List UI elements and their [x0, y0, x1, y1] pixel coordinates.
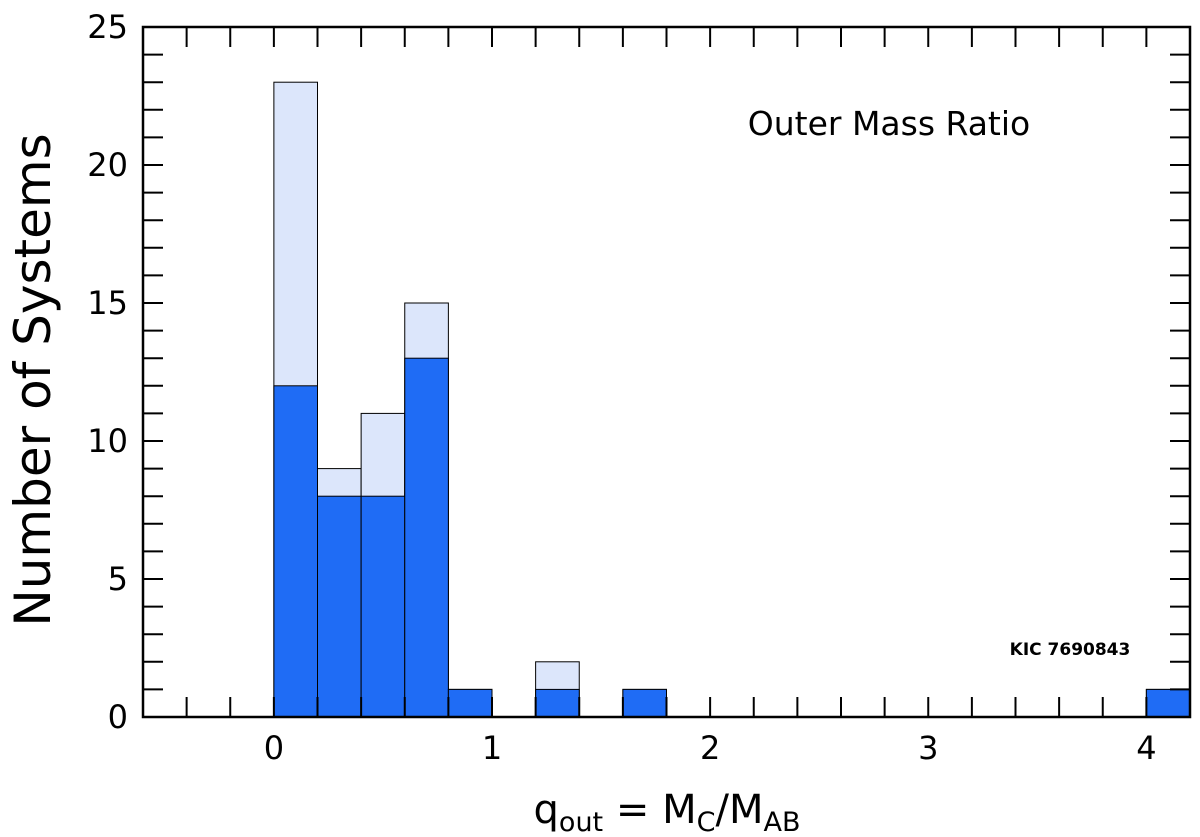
histogram-bar [273, 385, 318, 718]
y-tick-label: 15 [87, 284, 128, 322]
histogram-bar [360, 495, 406, 718]
x-tick-labels: 0 1 2 3 4 [264, 729, 1157, 767]
chart-annotation-title: Outer Mass Ratio [748, 104, 1030, 143]
x-tick-label: 4 [1136, 729, 1156, 767]
x-tick-label: 2 [700, 729, 720, 767]
y-axis-label: Number of Systems [4, 133, 62, 626]
histogram-bar [317, 495, 362, 718]
histogram-bar [1145, 688, 1191, 718]
x-axis-label: qout = MC/MAB [534, 787, 801, 837]
y-tick-labels: 0 5 10 15 20 25 [87, 8, 128, 736]
x-tick-label: 0 [264, 729, 284, 767]
y-tick-label: 25 [87, 8, 128, 46]
y-tick-label: 20 [87, 146, 128, 184]
axis-ticks [143, 27, 1190, 717]
histogram-bar [535, 688, 580, 718]
x-tick-label: 3 [918, 729, 938, 767]
y-tick-label: 5 [108, 560, 128, 598]
histogram-bar [404, 357, 449, 718]
y-tick-label: 0 [108, 698, 128, 736]
histogram-bar [447, 688, 493, 718]
object-label: KIC 7690843 [1010, 640, 1131, 660]
y-tick-label: 10 [87, 422, 128, 460]
bars-subset-systems [273, 357, 1191, 718]
x-tick-label: 1 [482, 729, 502, 767]
histogram-bar [622, 688, 667, 718]
